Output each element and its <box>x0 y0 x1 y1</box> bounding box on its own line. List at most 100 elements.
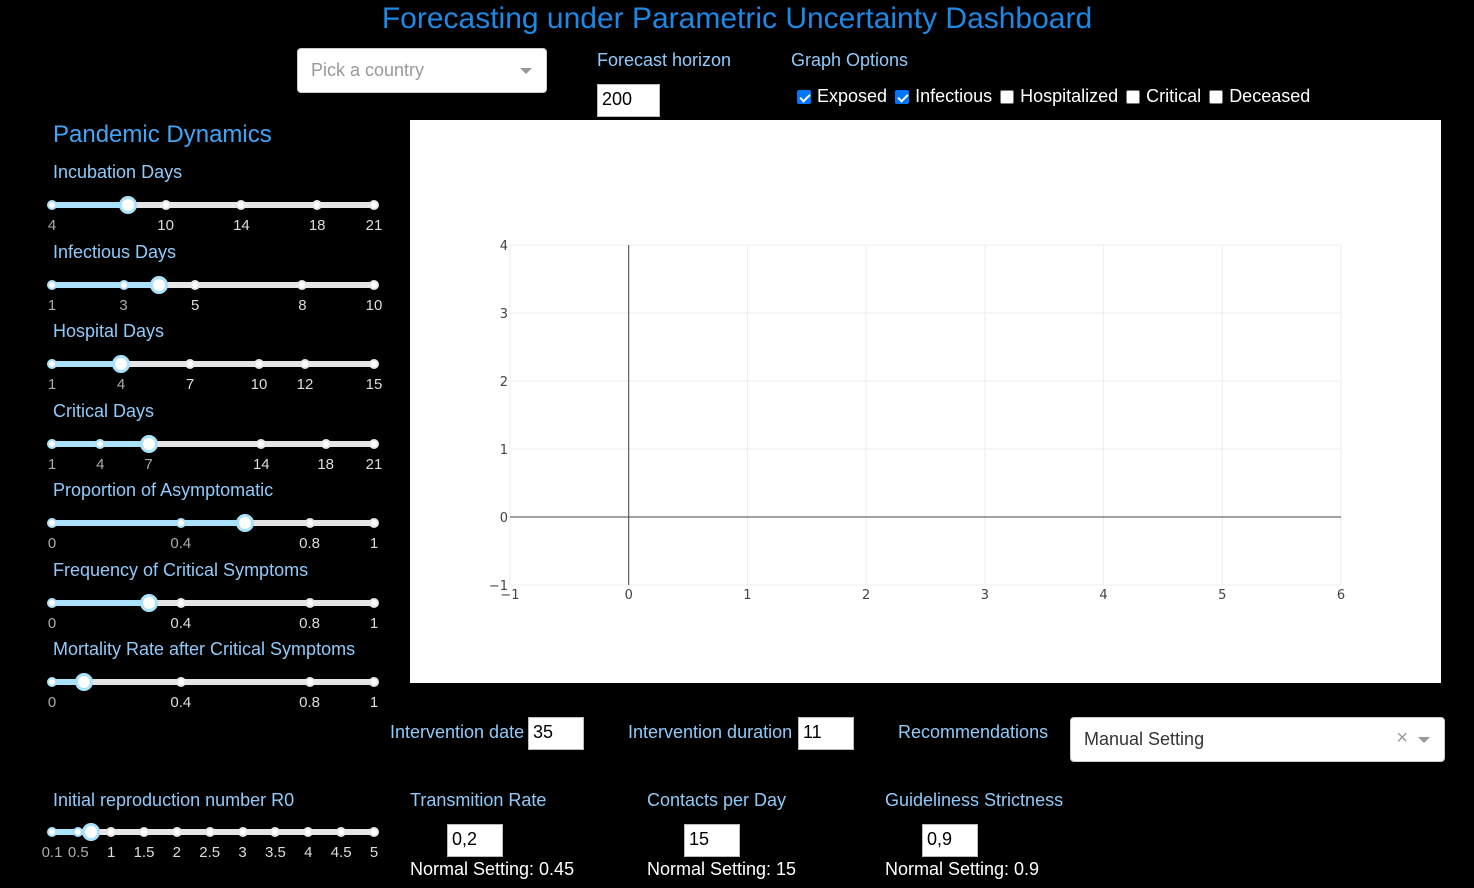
slider-mark-label: 10 <box>365 297 383 314</box>
asymptomatic-proportion-slider[interactable] <box>47 514 379 532</box>
slider-mark-dot[interactable] <box>47 518 57 528</box>
slider-mark-dot[interactable] <box>160 200 171 210</box>
slider-mark-label: 2 <box>172 844 182 861</box>
r0-slider[interactable] <box>47 823 379 841</box>
country-dropdown[interactable]: Pick a country <box>297 48 547 93</box>
slider-mark-dot[interactable] <box>369 359 379 369</box>
slider-handle[interactable] <box>236 514 255 532</box>
slider-mark-dot[interactable] <box>270 827 281 837</box>
slider-mark-dot[interactable] <box>139 827 149 837</box>
forecast-chart[interactable]: −1 0 1 2 3 4 5 6 −1 0 1 2 3 4 <box>410 120 1441 683</box>
country-placeholder: Pick a country <box>311 60 425 80</box>
intervention-date-input[interactable]: 35 <box>528 717 584 750</box>
chevron-down-icon[interactable] <box>520 67 532 74</box>
graph-option-infectious[interactable]: Infectious <box>895 86 992 107</box>
slider-mark-dot[interactable] <box>304 598 315 608</box>
slider-mark-label: 0.8 <box>299 694 321 711</box>
slider-mark-dot[interactable] <box>190 280 201 290</box>
slider-mark-dot[interactable] <box>254 359 264 369</box>
slider-mark-dot[interactable] <box>47 677 57 687</box>
slider-mark-dot[interactable] <box>336 827 347 837</box>
slider-mark-dot[interactable] <box>369 518 379 528</box>
slider-mark-dot[interactable] <box>369 200 379 210</box>
slider-mark-dot[interactable] <box>47 280 57 290</box>
slider-mark-label: 1 <box>47 456 57 473</box>
hospital-days-slider[interactable] <box>47 355 379 373</box>
clear-icon[interactable]: × <box>1396 727 1408 749</box>
slider-mark-dot[interactable] <box>185 359 195 369</box>
checkbox-deceased[interactable] <box>1209 89 1224 104</box>
intervention-duration-input[interactable]: 11 <box>798 717 854 750</box>
slider-handle[interactable] <box>75 673 94 691</box>
intervention-duration-label: Intervention duration <box>628 722 793 742</box>
graph-option-label: Infectious <box>915 86 993 106</box>
checkbox-critical[interactable] <box>1126 89 1141 104</box>
checkbox-hospitalized[interactable] <box>1000 89 1015 104</box>
critical-frequency-slider[interactable] <box>47 594 379 612</box>
slider-handle[interactable] <box>150 276 169 294</box>
slider-mark-dot[interactable] <box>304 518 315 528</box>
slider-mark-dot[interactable] <box>320 439 331 449</box>
slider-mark-dot[interactable] <box>175 677 186 687</box>
chevron-down-icon[interactable] <box>1418 736 1430 743</box>
slider-mark-dot[interactable] <box>237 827 248 837</box>
slider-handle[interactable] <box>118 196 137 214</box>
slider-mark-dot[interactable] <box>47 598 57 608</box>
slider-mark-dot[interactable] <box>47 827 57 837</box>
slider-handle[interactable] <box>112 355 130 373</box>
guidelines-strictness-input[interactable]: 0,9 <box>922 824 978 857</box>
slider-mark-dot[interactable] <box>175 518 186 528</box>
graph-option-deceased[interactable]: Deceased <box>1209 86 1310 107</box>
slider-handle[interactable] <box>82 823 101 841</box>
slider-mark-label: 14 <box>252 456 270 473</box>
graph-options-group: Exposed Infectious Hospitalized Critical Dec… <box>797 86 1318 107</box>
y-tick-label: 2 <box>500 375 508 390</box>
slider-mark-dot[interactable] <box>303 827 314 837</box>
r0-marks: 0.1 0.5 1 1.5 2 2.5 3 3.5 4 4.5 5 <box>42 844 379 862</box>
infectious-days-slider[interactable] <box>47 276 379 294</box>
slider-mark-label: 2.5 <box>199 844 221 861</box>
slider-mark-dot[interactable] <box>47 439 57 449</box>
slider-mark-dot[interactable] <box>106 827 117 837</box>
slider-mark-dot[interactable] <box>175 598 186 608</box>
graph-options-label: Graph Options <box>791 50 909 70</box>
slider-mark-dot[interactable] <box>304 677 315 687</box>
graph-option-hospitalized[interactable]: Hospitalized <box>1000 86 1118 107</box>
slider-mark-dot[interactable] <box>171 827 182 837</box>
checkbox-infectious[interactable] <box>895 89 910 104</box>
slider-mark-dot[interactable] <box>118 280 129 290</box>
checkbox-exposed[interactable] <box>797 89 811 104</box>
slider-mark-dot[interactable] <box>47 200 57 210</box>
slider-mark-label: 0 <box>47 535 57 552</box>
slider-mark-dot[interactable] <box>236 200 247 210</box>
slider-mark-dot[interactable] <box>256 439 267 449</box>
slider-mark-label: 21 <box>365 217 383 234</box>
slider-mark-dot[interactable] <box>297 280 308 290</box>
slider-mark-dot[interactable] <box>369 827 379 837</box>
recommendations-dropdown[interactable]: Manual Setting × <box>1070 717 1445 762</box>
graph-option-exposed[interactable]: Exposed <box>797 86 887 107</box>
forecast-horizon-input[interactable]: 200 <box>597 84 660 117</box>
slider-mark-dot[interactable] <box>73 827 84 837</box>
slider-mark-label: 1 <box>369 535 379 552</box>
slider-fill <box>52 202 128 208</box>
slider-mark-label: 0.1 <box>41 844 63 861</box>
critical-days-slider[interactable] <box>47 435 379 453</box>
transmission-rate-input[interactable]: 0,2 <box>447 824 503 857</box>
slider-mark-label: 0.4 <box>170 535 192 552</box>
slider-mark-dot[interactable] <box>204 827 215 837</box>
mortality-rate-slider[interactable] <box>47 673 379 691</box>
slider-handle[interactable] <box>139 435 158 453</box>
slider-mark-dot[interactable] <box>369 598 379 608</box>
slider-mark-dot[interactable] <box>47 359 57 369</box>
slider-mark-dot[interactable] <box>95 439 106 449</box>
slider-mark-dot[interactable] <box>300 359 310 369</box>
contacts-per-day-input[interactable]: 15 <box>684 824 740 857</box>
slider-mark-dot[interactable] <box>369 280 379 290</box>
graph-option-critical[interactable]: Critical <box>1126 86 1201 107</box>
incubation-days-slider[interactable] <box>47 196 379 214</box>
slider-handle[interactable] <box>139 594 158 612</box>
slider-mark-dot[interactable] <box>312 200 323 210</box>
slider-mark-dot[interactable] <box>369 677 379 687</box>
slider-mark-dot[interactable] <box>369 439 379 449</box>
